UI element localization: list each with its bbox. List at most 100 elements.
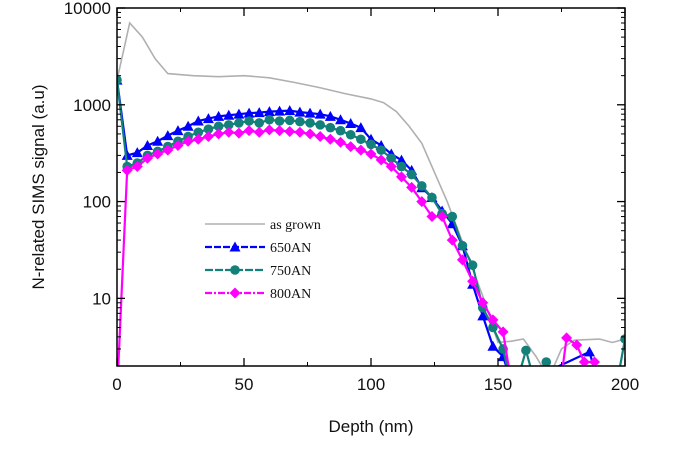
data-point xyxy=(243,125,255,137)
x-tick-label: 50 xyxy=(235,375,254,394)
data-point xyxy=(541,357,552,366)
data-point xyxy=(457,240,468,251)
data-point xyxy=(121,149,133,160)
x-tick-label: 150 xyxy=(484,375,512,394)
data-point xyxy=(202,113,214,124)
data-point xyxy=(284,105,296,116)
series-as-grown xyxy=(117,21,625,366)
data-point xyxy=(345,129,356,140)
data-point xyxy=(263,106,275,117)
data-point xyxy=(467,275,479,287)
legend-marker xyxy=(229,241,241,252)
data-point xyxy=(223,120,234,130)
data-point xyxy=(376,145,386,155)
data-point xyxy=(274,125,286,137)
data-point xyxy=(295,116,305,127)
y-tick-label: 100 xyxy=(83,193,111,212)
data-point xyxy=(162,144,174,156)
data-point xyxy=(172,125,184,136)
y-tick-label: 10 xyxy=(92,289,111,308)
data-point xyxy=(213,121,224,132)
data-point xyxy=(467,260,478,271)
data-point xyxy=(497,326,509,338)
data-point xyxy=(304,107,316,118)
series-750an xyxy=(117,75,625,366)
data-point xyxy=(141,139,153,150)
data-point xyxy=(335,125,346,136)
data-point xyxy=(234,118,244,128)
data-point xyxy=(117,75,122,85)
series-800an xyxy=(117,124,601,366)
data-point xyxy=(213,128,225,140)
legend-label: 800AN xyxy=(270,287,311,302)
data-point xyxy=(561,332,573,344)
data-point xyxy=(355,144,367,156)
data-point xyxy=(375,154,387,166)
data-point xyxy=(324,110,336,121)
series-line xyxy=(117,128,595,366)
data-point xyxy=(324,133,336,145)
legend-marker xyxy=(230,265,240,275)
data-point xyxy=(304,128,316,140)
series-line xyxy=(117,21,625,366)
data-point xyxy=(223,109,235,120)
data-point xyxy=(152,135,164,146)
data-point xyxy=(192,133,204,145)
y-tick-label: 10000 xyxy=(64,0,111,18)
data-point xyxy=(426,211,438,223)
legend-marker xyxy=(229,287,241,299)
data-point xyxy=(477,297,489,309)
data-point xyxy=(416,196,428,208)
data-point xyxy=(243,107,255,118)
data-point xyxy=(305,118,315,128)
series-line xyxy=(117,79,625,366)
data-point xyxy=(274,116,285,126)
data-point xyxy=(487,340,499,351)
data-point xyxy=(131,147,143,158)
data-point xyxy=(436,211,448,223)
series-650an xyxy=(117,74,605,392)
data-point xyxy=(314,131,326,143)
data-point xyxy=(284,115,295,126)
data-point xyxy=(152,148,164,160)
legend: as grown 650AN 750AN 800AN xyxy=(205,218,321,302)
data-point xyxy=(447,211,458,222)
data-point xyxy=(193,127,204,138)
data-point xyxy=(253,126,265,138)
data-point xyxy=(345,118,357,129)
data-point xyxy=(446,234,458,246)
data-point xyxy=(121,164,133,176)
plot-frame xyxy=(116,7,626,367)
data-point xyxy=(263,124,275,136)
data-point xyxy=(182,135,194,147)
x-axis-label: Depth (nm) xyxy=(328,417,413,436)
x-tick-label: 100 xyxy=(357,375,385,394)
data-point xyxy=(294,126,306,138)
data-point xyxy=(594,382,605,392)
data-point xyxy=(294,106,306,117)
data-point xyxy=(202,131,214,143)
data-point xyxy=(284,125,296,137)
data-point xyxy=(274,105,286,116)
data-point xyxy=(162,130,174,141)
data-point xyxy=(172,139,184,151)
data-point xyxy=(386,153,397,164)
data-point xyxy=(488,322,498,333)
y-tick-label: 1000 xyxy=(73,96,111,115)
data-point xyxy=(182,120,194,131)
data-point xyxy=(477,310,489,321)
x-tick-label: 0 xyxy=(112,375,121,394)
data-point xyxy=(335,114,347,125)
data-point xyxy=(244,116,254,126)
y-axis-label: N-related SIMS signal (a.u) xyxy=(29,84,48,289)
data-point xyxy=(589,356,601,366)
legend-label: as grown xyxy=(270,218,321,233)
data-point xyxy=(233,127,245,139)
data-point xyxy=(396,161,407,172)
data-point xyxy=(203,124,214,134)
data-point xyxy=(335,136,347,148)
data-point xyxy=(213,110,225,121)
data-point xyxy=(141,152,153,164)
data-point xyxy=(356,134,366,145)
